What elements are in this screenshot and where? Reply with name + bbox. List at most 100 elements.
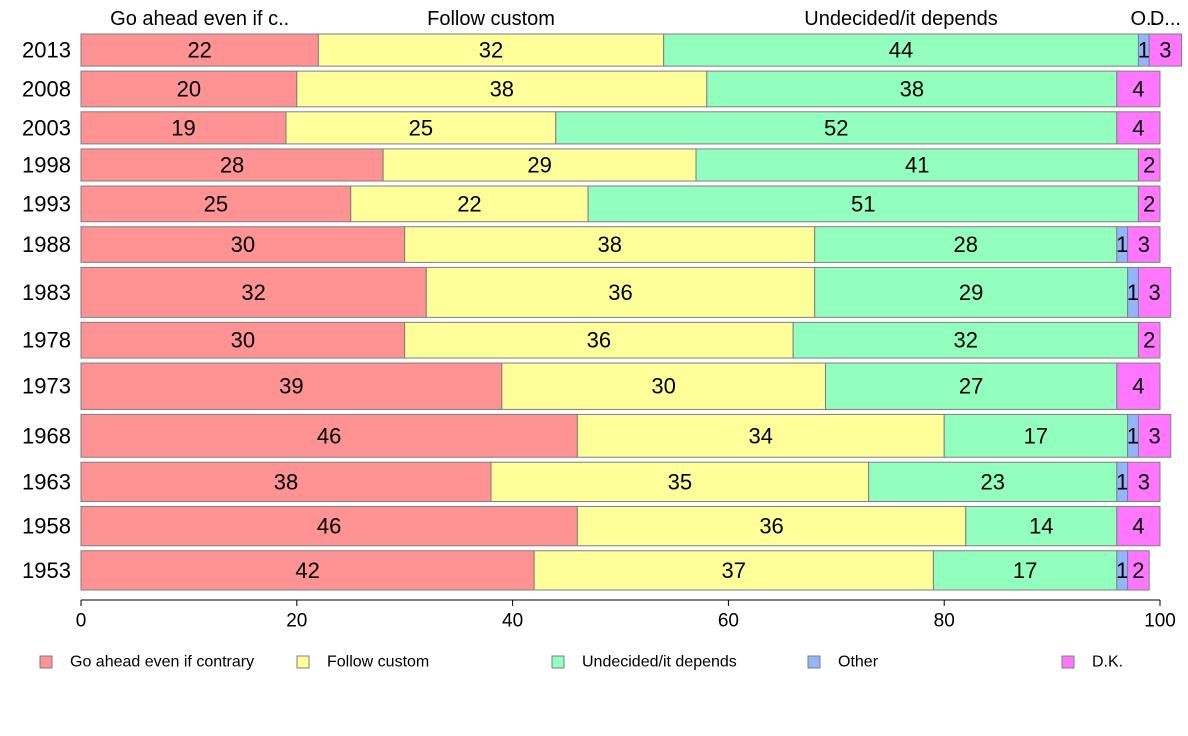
data-label: 1 xyxy=(1116,232,1128,257)
bar-segment-follow-custom xyxy=(404,226,816,263)
bar-segment-follow-custom xyxy=(501,362,827,410)
bar-segment-go-ahead-even-if-contrary xyxy=(80,185,352,223)
data-label: 41 xyxy=(905,152,929,177)
bar-segment-d-k xyxy=(1137,185,1161,223)
legend-swatch-undecided-it-depends xyxy=(551,655,565,669)
bar-segment-d-k xyxy=(1116,362,1161,410)
data-label: 2 xyxy=(1143,191,1155,216)
y-tick-label: 1973 xyxy=(22,374,71,399)
data-label: 44 xyxy=(889,38,913,63)
series-header-label: O.. xyxy=(1130,8,1157,30)
data-label: 30 xyxy=(651,374,675,399)
data-label: 4 xyxy=(1132,76,1144,101)
data-label: 4 xyxy=(1132,115,1144,140)
series-header-label: Go ahead even if c.. xyxy=(110,8,289,30)
bars-area: 22 32 44 1 320 38 38 419 25 52 428 29 41 225 22 51 230 38… xyxy=(80,33,1183,591)
data-label: 46 xyxy=(317,514,341,539)
bar-segment-go-ahead-even-if-contrary xyxy=(80,111,287,145)
data-label: 3 xyxy=(1159,38,1171,63)
data-label: 2 xyxy=(1143,328,1155,353)
data-label: 4 xyxy=(1132,514,1144,539)
bar-segment-follow-custom xyxy=(576,505,967,547)
y-tick-label: 1963 xyxy=(22,469,71,494)
data-label: 2 xyxy=(1143,152,1155,177)
data-label: 46 xyxy=(317,423,341,448)
data-label: 14 xyxy=(1029,514,1053,539)
bar-segment-undecided-it-depends xyxy=(555,111,1118,145)
data-label: 3 xyxy=(1148,423,1160,448)
bar-segment-d-k xyxy=(1116,70,1161,108)
data-label: 32 xyxy=(954,328,978,353)
bar-segment-go-ahead-even-if-contrary xyxy=(80,505,578,547)
data-label: 52 xyxy=(824,115,848,140)
data-label: 23 xyxy=(981,469,1005,494)
data-label: 1 xyxy=(1138,38,1150,63)
bar-segment-follow-custom xyxy=(317,33,665,67)
legend-label: Follow custom xyxy=(327,654,429,671)
bar-segment-go-ahead-even-if-contrary xyxy=(80,321,406,359)
data-label: 17 xyxy=(1024,423,1048,448)
data-label: 22 xyxy=(187,38,211,63)
bar-segment-d-k xyxy=(1137,148,1161,182)
data-label: 3 xyxy=(1148,280,1160,305)
bar-segment-d-k xyxy=(1148,33,1183,67)
bar-segment-go-ahead-even-if-contrary xyxy=(80,362,503,410)
data-label: 1 xyxy=(1116,469,1128,494)
y-tick-label: 1983 xyxy=(22,280,71,305)
bar-segment-d-k xyxy=(1137,266,1172,318)
data-label: 28 xyxy=(220,152,244,177)
legend-label: Go ahead even if contrary xyxy=(70,654,254,671)
y-tick-label: 1978 xyxy=(22,328,71,353)
data-label: 29 xyxy=(959,280,983,305)
legend-swatch-follow-custom xyxy=(296,655,310,669)
data-label: 38 xyxy=(490,76,514,101)
legend-swatch-other xyxy=(807,655,821,669)
y-tick-label: 1958 xyxy=(22,514,71,539)
data-label: 51 xyxy=(851,191,875,216)
bar-segment-go-ahead-even-if-contrary xyxy=(80,70,298,108)
bar-segment-go-ahead-even-if-contrary xyxy=(80,413,578,458)
legend-label: D.K. xyxy=(1092,654,1123,671)
data-label: 35 xyxy=(668,469,692,494)
legend: Go ahead even if contrary Follow custom Un… xyxy=(39,654,1123,671)
bar-segment-follow-custom xyxy=(350,185,589,223)
data-label: 38 xyxy=(597,232,621,257)
series-header-labels: Go ahead even if c.. Follow custom Undecid… xyxy=(110,8,1181,30)
bar-segment-undecided-it-depends xyxy=(965,505,1118,547)
data-label: 34 xyxy=(749,423,773,448)
data-label: 22 xyxy=(457,191,481,216)
y-tick-label: 1968 xyxy=(22,423,71,448)
bar-segment-undecided-it-depends xyxy=(814,266,1129,318)
bar-segment-d-k xyxy=(1137,321,1161,359)
bar-segment-follow-custom xyxy=(382,148,697,182)
data-label: 3 xyxy=(1138,232,1150,257)
y-axis-labels: 2013 2008 2003 1998 1993 1988 1983 1978 1973 1968… xyxy=(22,38,71,583)
data-label: 36 xyxy=(608,280,632,305)
data-label: 4 xyxy=(1132,374,1144,399)
y-tick-label: 2013 xyxy=(22,38,71,63)
x-tick-label: 100 xyxy=(1144,611,1176,632)
data-label: 17 xyxy=(1013,558,1037,583)
data-label: 38 xyxy=(900,76,924,101)
bar-segment-follow-custom xyxy=(533,550,934,591)
data-label: 2 xyxy=(1132,558,1144,583)
data-label: 32 xyxy=(241,280,265,305)
data-label: 29 xyxy=(527,152,551,177)
bar-segment-go-ahead-even-if-contrary xyxy=(80,148,384,182)
y-tick-label: 1988 xyxy=(22,232,71,257)
data-label: 25 xyxy=(204,191,228,216)
data-label: 1 xyxy=(1127,280,1139,305)
bar-segment-go-ahead-even-if-contrary xyxy=(80,461,492,502)
data-label: 37 xyxy=(722,558,746,583)
bar-segment-go-ahead-even-if-contrary xyxy=(80,550,535,591)
y-tick-label: 1993 xyxy=(22,191,71,216)
x-tick-label: 60 xyxy=(718,611,739,632)
data-label: 25 xyxy=(409,115,433,140)
bar-segment-undecided-it-depends xyxy=(932,550,1118,591)
series-header-label: Undecided/it depends xyxy=(804,8,997,30)
data-label: 38 xyxy=(274,469,298,494)
data-label: 32 xyxy=(479,38,503,63)
y-tick-label: 1953 xyxy=(22,558,71,583)
bar-segment-d-k xyxy=(1127,550,1150,591)
data-label: 1 xyxy=(1116,558,1128,583)
